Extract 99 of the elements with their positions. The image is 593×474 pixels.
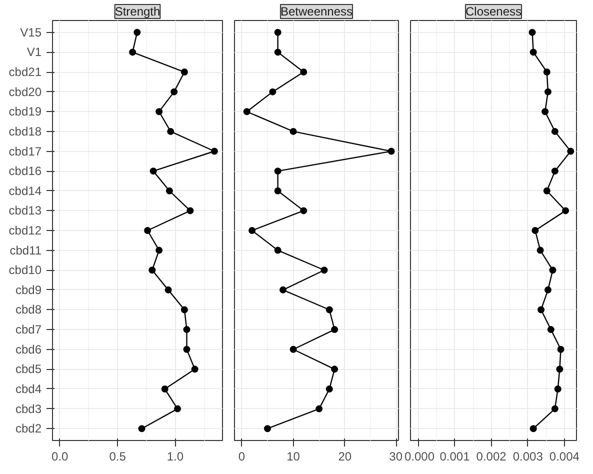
- point: [264, 425, 272, 432]
- point: [554, 385, 562, 392]
- point: [544, 286, 552, 294]
- point: [549, 266, 556, 274]
- x-tick-label: 20: [338, 450, 352, 464]
- point: [557, 346, 564, 353]
- point: [279, 286, 286, 294]
- y-tick-label: cbd21: [8, 65, 42, 80]
- point: [551, 168, 558, 175]
- point: [186, 207, 194, 214]
- x-tick-label: 0: [238, 450, 246, 464]
- y-tick-label: cbd11: [10, 243, 42, 258]
- y-tick-label: cbd10: [8, 263, 42, 278]
- x-tick-label: 0.004: [549, 450, 580, 464]
- point: [528, 28, 536, 36]
- y-tick-label: V1: [26, 45, 42, 60]
- y-tick-label: cbd6: [15, 342, 42, 356]
- point: [166, 187, 173, 194]
- y-tick-label: cbd17: [8, 144, 42, 158]
- point: [248, 227, 256, 234]
- chart-title: Betweenness: [280, 4, 353, 18]
- point: [180, 306, 188, 314]
- x-tick-label: 1.0: [166, 450, 184, 464]
- point: [331, 326, 338, 334]
- point: [274, 246, 282, 254]
- point: [530, 425, 537, 432]
- point: [567, 148, 574, 155]
- x-tick-label: 0.0: [52, 450, 69, 464]
- point: [538, 306, 545, 314]
- y-tick-label: cbd16: [8, 164, 42, 178]
- point: [300, 207, 308, 214]
- point: [547, 326, 554, 334]
- point: [331, 366, 338, 373]
- y-tick-label: cbd3: [15, 402, 42, 416]
- point: [156, 246, 163, 254]
- point: [274, 187, 282, 194]
- point: [388, 148, 395, 155]
- point: [191, 366, 198, 373]
- point: [180, 68, 188, 76]
- point: [543, 68, 550, 76]
- point: [543, 187, 550, 194]
- chart-title: Strength: [114, 4, 160, 18]
- point: [551, 128, 558, 135]
- point: [326, 306, 333, 314]
- y-tick-label: cbd8: [15, 302, 42, 317]
- point: [274, 28, 282, 36]
- y-tick-label: cbd5: [15, 362, 42, 376]
- point: [290, 346, 297, 353]
- x-tick-label: 30: [389, 450, 403, 464]
- point: [274, 48, 282, 56]
- y-tick-label: cbd13: [8, 204, 42, 218]
- point: [144, 227, 152, 234]
- point: [290, 128, 297, 135]
- y-tick-label: cbd4: [15, 382, 42, 396]
- point: [556, 366, 564, 373]
- y-tick-label: cbd20: [8, 84, 42, 99]
- point: [532, 227, 539, 234]
- point: [134, 28, 141, 36]
- point: [300, 68, 308, 76]
- point: [164, 286, 172, 294]
- x-tick-label: 0.002: [476, 450, 507, 464]
- x-tick-label: 0.003: [512, 450, 544, 464]
- point: [138, 425, 146, 432]
- point: [156, 108, 163, 116]
- y-tick-label: cbd19: [8, 104, 42, 119]
- x-tick-label: 0.5: [109, 450, 126, 464]
- x-tick-label: 0.000: [404, 450, 435, 464]
- point: [183, 346, 190, 353]
- point: [542, 108, 549, 116]
- point: [170, 88, 178, 96]
- point: [326, 385, 333, 392]
- point: [269, 88, 276, 96]
- y-tick-label: cbd2: [15, 422, 42, 436]
- point: [551, 405, 558, 412]
- point: [174, 405, 182, 412]
- point: [148, 266, 156, 274]
- point: [530, 48, 537, 56]
- point: [167, 128, 174, 135]
- y-tick-label: cbd7: [15, 322, 42, 337]
- point: [544, 88, 552, 96]
- point: [274, 168, 282, 175]
- y-tick-label: cbd9: [15, 282, 42, 297]
- point: [536, 246, 544, 254]
- y-tick-label: cbd14: [8, 184, 42, 198]
- y-tick-label: cbd12: [8, 224, 42, 238]
- x-tick-label: 10: [286, 450, 300, 464]
- point: [316, 405, 323, 412]
- point: [183, 326, 190, 334]
- y-tick-label: cbd18: [8, 124, 42, 138]
- point: [243, 108, 250, 116]
- point: [150, 168, 157, 175]
- point: [210, 148, 218, 155]
- chart-title: Closeness: [465, 4, 522, 18]
- point: [161, 385, 168, 392]
- point: [562, 207, 570, 214]
- x-tick-label: 0.001: [440, 450, 470, 464]
- y-tick-label: V15: [20, 25, 42, 40]
- point: [129, 48, 136, 56]
- point: [320, 266, 328, 274]
